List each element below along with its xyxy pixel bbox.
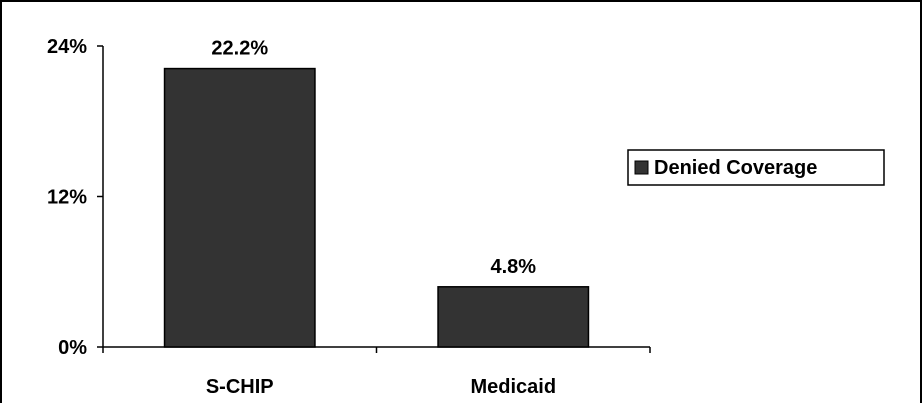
legend-swatch <box>634 160 649 175</box>
legend-box <box>627 149 885 186</box>
x-tick-label: Medicaid <box>470 376 556 398</box>
legend-label: Denied Coverage <box>654 157 817 179</box>
y-tick-label: 0% <box>58 337 87 359</box>
x-tick-label: S-CHIP <box>206 376 274 398</box>
y-tick-label: 12% <box>47 187 87 209</box>
y-tick-labels: 0% 12% 24% <box>47 36 103 359</box>
bar-series: 22.2% 4.8% <box>163 38 590 348</box>
data-label: 4.8% <box>490 256 536 278</box>
y-tick-label: 24% <box>47 36 87 58</box>
x-tick-labels: S-CHIP Medicaid <box>102 347 651 398</box>
data-label: 22.2% <box>211 38 268 60</box>
legend: Denied Coverage <box>627 149 885 186</box>
bar-s-chip <box>163 67 316 348</box>
bar-medicaid <box>437 286 590 348</box>
